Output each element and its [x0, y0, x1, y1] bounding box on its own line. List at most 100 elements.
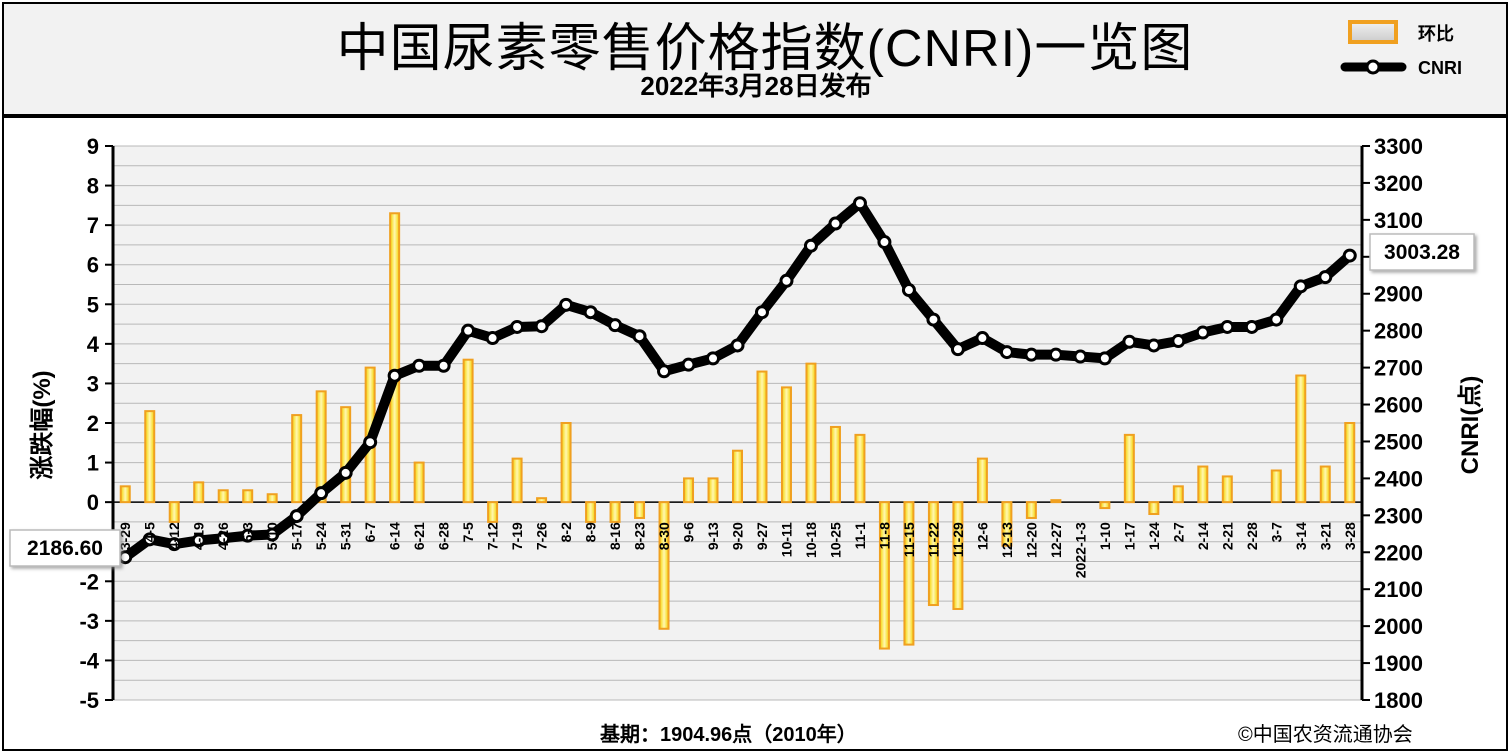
left-tick-label: 7 — [87, 213, 99, 238]
left-tick-label: 6 — [87, 253, 99, 278]
left-tick-label: 0 — [87, 490, 99, 515]
cnri-point-5-3 — [240, 528, 255, 543]
cnri-point-2-14 — [1195, 325, 1210, 340]
bar-7-5 — [462, 358, 474, 504]
right-tick-label: 3300 — [1374, 134, 1423, 159]
right-tick-label: 2800 — [1374, 319, 1423, 344]
x-tick-label: 2022-1-3 — [1072, 522, 1088, 578]
right-tick-label: 2200 — [1374, 540, 1423, 565]
cnri-point-7-26 — [534, 319, 549, 334]
cnri-point-3-29 — [118, 550, 133, 565]
right-tick-label: 1900 — [1374, 651, 1423, 676]
cnri-point-11-22 — [926, 312, 941, 327]
x-tick-label: 3-21 — [1317, 522, 1333, 550]
bar-7-12 — [487, 501, 499, 523]
cnri-point-8-2 — [559, 297, 574, 312]
cnri-point-8-23 — [632, 329, 647, 344]
last-value-callout: 3003.28 — [1369, 233, 1475, 271]
line-series — [118, 196, 1357, 565]
cnri-point-12-27 — [1048, 347, 1063, 362]
right-axis-label: CNRI(点) — [1457, 376, 1484, 475]
bar-4-26 — [217, 489, 229, 504]
left-tick-label: 2 — [87, 411, 99, 436]
cnri-point-9-6 — [681, 357, 696, 372]
bar-11-1 — [854, 433, 866, 504]
cnri-point-3-14 — [1293, 279, 1308, 294]
bar-7-19 — [511, 457, 523, 504]
legend-bar-label: 环比 — [1418, 24, 1454, 44]
x-tick-label: 7-26 — [534, 522, 550, 550]
right-axis-ticks: 3300320031003000290028002700260025002400… — [1362, 134, 1423, 713]
bar-6-14 — [389, 212, 401, 504]
last-value-label: 3003.28 — [1384, 241, 1460, 264]
x-tick-label: 8-23 — [632, 522, 648, 550]
x-tick-label: 11-29 — [950, 522, 966, 557]
first-value-label: 2186.60 — [27, 537, 103, 560]
cnri-point-8-16 — [608, 318, 623, 333]
x-tick-label: 3-28 — [1342, 522, 1358, 550]
chart-title: 中国尿素零售价格指数(CNRI)一览图 — [336, 20, 1194, 78]
bar-8-23 — [634, 501, 646, 519]
x-tick-label: 4-12 — [166, 522, 182, 550]
footer-copyright: ©中国农资流通协会 — [1238, 724, 1413, 746]
cnri-point-1-17 — [1122, 334, 1137, 349]
cnri-point-3-28 — [1342, 248, 1357, 263]
bar-11-8 — [878, 501, 890, 650]
cnri-point-5-24 — [314, 486, 329, 501]
x-tick-label: 9-6 — [681, 522, 697, 542]
x-tick-label: 8-2 — [558, 522, 574, 542]
right-tick-label: 2300 — [1374, 503, 1423, 528]
bar-3-28 — [1344, 422, 1356, 504]
left-tick-label: -3 — [79, 609, 99, 634]
left-tick-label: 1 — [87, 451, 99, 476]
cnri-point-5-31 — [338, 465, 353, 480]
x-tick-label: 8-16 — [607, 522, 623, 550]
x-tick-label: 10-11 — [778, 522, 794, 557]
right-tick-label: 2600 — [1374, 393, 1423, 418]
footer-base-period: 基期：1904.96点（2010年） — [600, 724, 857, 746]
right-tick-label: 2400 — [1374, 466, 1423, 491]
cnri-point-5-17 — [289, 509, 304, 524]
bar-12-20 — [1025, 501, 1037, 519]
bar-1-24 — [1148, 501, 1160, 516]
right-tick-label: 2700 — [1374, 356, 1423, 381]
left-tick-label: -5 — [79, 688, 99, 713]
cnri-point-11-8 — [877, 235, 892, 250]
chart-subtitle: 2022年3月28日发布 — [640, 71, 872, 101]
bar-series — [119, 212, 1356, 650]
cnri-point-10-25 — [828, 216, 843, 231]
cnri-point-6-28 — [436, 358, 451, 373]
x-tick-label: 8-9 — [583, 522, 599, 542]
bar-1-10 — [1099, 501, 1111, 510]
bar-12-27 — [1050, 499, 1062, 504]
x-tick-label: 1-10 — [1097, 522, 1113, 550]
x-tick-label: 6-28 — [436, 522, 452, 550]
bar-5-3 — [242, 489, 254, 504]
cnri-point-4-5 — [142, 532, 157, 547]
chart-header — [4, 4, 1506, 118]
bar-5-31 — [340, 406, 352, 504]
x-tick-label: 3-14 — [1293, 522, 1309, 550]
bar-3-14 — [1295, 374, 1307, 504]
x-tick-label: 5-10 — [264, 522, 280, 550]
legend-line-label: CNRI — [1418, 58, 1462, 78]
right-tick-label: 3100 — [1374, 208, 1423, 233]
cnri-point-12-13 — [999, 345, 1014, 360]
cnri-point-2-7 — [1171, 334, 1186, 349]
x-tick-label: 11-22 — [925, 522, 941, 557]
x-tick-label: 12-27 — [1048, 522, 1064, 558]
right-tick-label: 2500 — [1374, 429, 1423, 454]
first-value-callout: 2186.60 — [9, 529, 121, 567]
left-tick-label: 9 — [87, 134, 99, 159]
x-tick-label: 5-31 — [338, 522, 354, 550]
x-tick-label: 8-30 — [656, 522, 672, 550]
legend-line-marker — [1365, 59, 1381, 75]
x-tick-label: 1-24 — [1146, 522, 1162, 550]
cnri-point-4-26 — [216, 531, 231, 546]
right-tick-label: 1800 — [1374, 688, 1423, 713]
x-tick-label: 6-7 — [362, 522, 378, 542]
bar-11-15 — [903, 501, 915, 646]
bar-11-22 — [927, 501, 939, 607]
cnri-point-6-7 — [363, 435, 378, 450]
cnri-point-6-21 — [412, 358, 427, 373]
